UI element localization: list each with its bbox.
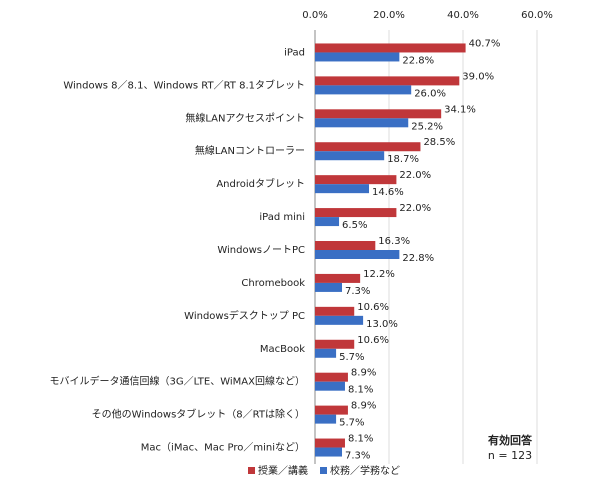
value-label: 22.8%	[402, 55, 434, 66]
bar	[315, 142, 421, 152]
y-tick-label: iPad mini	[259, 212, 305, 223]
bar	[315, 118, 409, 128]
bar	[315, 217, 340, 227]
value-label: 6.5%	[342, 220, 367, 231]
y-tick-label: Windows 8／8.1、Windows RT／RT 8.1タブレット	[63, 78, 305, 91]
value-label: 7.3%	[345, 286, 370, 297]
value-label: 39.0%	[462, 71, 494, 82]
bar	[315, 175, 397, 185]
y-tick-label: iPad	[284, 47, 305, 58]
bar	[315, 109, 442, 119]
value-label: 5.7%	[339, 418, 364, 429]
y-tick-label: Windowsデスクトップ PC	[184, 309, 305, 322]
bar	[315, 273, 361, 283]
value-label: 8.1%	[348, 385, 373, 396]
y-tick-label: Chromebook	[241, 278, 305, 289]
bar	[315, 315, 364, 325]
value-label: 12.2%	[363, 269, 395, 280]
bar	[315, 282, 343, 292]
bar	[315, 372, 348, 382]
y-tick-label: 無線LANアクセスポイント	[185, 111, 305, 124]
value-label: 14.6%	[372, 187, 404, 198]
bar	[315, 85, 412, 95]
y-tick-label: Mac（iMac、Mac Pro／miniなど）	[141, 442, 305, 454]
bar	[315, 438, 345, 448]
bar	[315, 339, 355, 349]
value-label: 22.0%	[399, 170, 431, 181]
value-label: 5.7%	[339, 352, 364, 363]
bar	[315, 414, 337, 424]
y-tick-label: WindowsノートPC	[217, 245, 305, 256]
bar	[315, 241, 376, 250]
legend-label: 校務／学務など	[330, 464, 400, 477]
y-tick-label: その他のWindowsタブレット（8／RTは除く）	[92, 408, 305, 421]
value-label: 40.7%	[469, 38, 501, 49]
value-label: 18.7%	[387, 154, 419, 165]
bar	[315, 250, 400, 259]
value-label: 8.9%	[351, 401, 376, 412]
value-label: 22.0%	[399, 203, 431, 214]
bar	[315, 76, 460, 86]
y-tick-label: MacBook	[260, 344, 305, 355]
y-tick-label: 無線LANコントローラー	[195, 144, 305, 157]
bar	[315, 208, 397, 218]
value-label: 16.3%	[378, 236, 410, 247]
bar	[315, 447, 343, 457]
value-label: 13.0%	[366, 319, 398, 330]
x-tick-label: 40.0%	[447, 10, 479, 21]
y-tick-label: Androidタブレット	[216, 177, 305, 190]
bar	[315, 151, 385, 161]
bar	[315, 405, 348, 415]
value-label: 8.9%	[351, 368, 376, 379]
y-tick-label: モバイルデータ通信回線（3G／LTE、WiMAX回線など）	[50, 375, 306, 388]
legend-swatch	[248, 467, 255, 474]
value-label: 34.1%	[444, 104, 476, 115]
value-label: 22.8%	[402, 253, 434, 264]
value-label: 8.1%	[348, 434, 373, 445]
legend-label: 授業／講義	[258, 464, 308, 477]
value-label: 10.6%	[357, 302, 389, 313]
value-label: 25.2%	[411, 121, 443, 132]
bar	[315, 52, 400, 62]
value-label: 10.6%	[357, 335, 389, 346]
bar	[315, 348, 337, 358]
bar	[315, 381, 345, 391]
annotation: 有効回答	[488, 433, 533, 447]
value-label: 26.0%	[414, 88, 446, 99]
bar	[315, 43, 466, 53]
annotation: n = 123	[488, 449, 532, 462]
x-tick-label: 60.0%	[521, 10, 553, 21]
bar	[315, 306, 355, 316]
value-label: 7.3%	[345, 451, 370, 462]
x-tick-label: 20.0%	[373, 10, 405, 21]
legend-swatch	[320, 467, 327, 474]
x-tick-label: 0.0%	[302, 10, 327, 21]
bar	[315, 184, 370, 194]
value-label: 28.5%	[423, 137, 455, 148]
